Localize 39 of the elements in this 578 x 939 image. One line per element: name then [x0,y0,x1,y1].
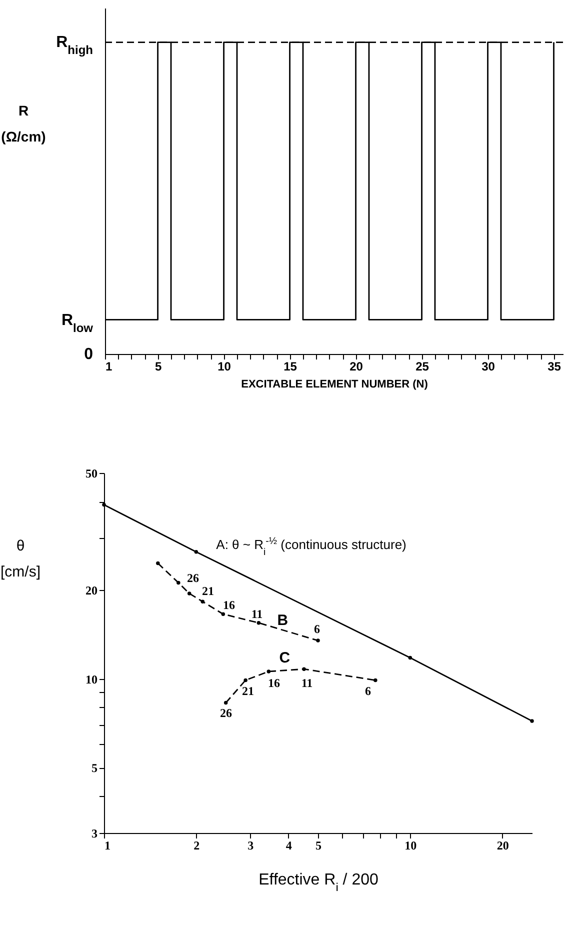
text: 0 [84,346,94,363]
x-tick-label: 20 [350,360,364,374]
y-tick-label: 20 [86,584,98,598]
x-tick-label: 15 [284,360,298,374]
x-tick-label: 5 [316,838,322,852]
y-tick-label: 5 [92,761,98,776]
annotation: 26 [187,571,199,585]
annotation: 6 [314,622,320,636]
x-tick-label: 3 [248,838,254,852]
annotation: 11 [301,676,313,690]
x-tick-label: 1 [104,838,110,852]
x-tick-label: 10 [218,360,232,374]
x-tick-label: 2 [194,838,200,852]
x-tick-label: 20 [496,838,509,852]
x-tick-label: 5 [154,360,162,374]
y-axis-title: R (Ω/cm) [1,102,46,144]
annotation: 11 [251,607,263,621]
annotation: 21 [202,584,214,598]
series-label: A: θ ~ R$_{i}$$^{-½}$ (continuous structure) [216,535,406,558]
series-label: C [279,649,290,666]
annotation: 16 [268,676,280,690]
x-tick-label: 1 [106,360,112,374]
x-tick-label: 4 [286,838,292,852]
y-tick-label: 3 [92,826,98,840]
annotation: 16 [223,598,235,612]
text: R$_{high}$ [56,34,93,57]
y-axis-title: θ [cm/s] [0,538,40,580]
series-label: B [277,612,288,629]
x-tick-label: 30 [482,360,496,374]
annotation: 21 [242,684,254,698]
annotation: 6 [365,684,371,698]
y-tick-label: 10 [86,672,98,686]
x-tick-label: 25 [416,360,430,374]
y-tick-label: 50 [86,466,98,480]
annotation: 26 [220,706,232,720]
text: R$_{low}$ [61,312,94,335]
x-tick-label: 35 [548,360,562,374]
x-tick-label: 10 [404,838,417,852]
x-axis-title: EXCITABLE ELEMENT NUMBER (N) [241,378,428,390]
